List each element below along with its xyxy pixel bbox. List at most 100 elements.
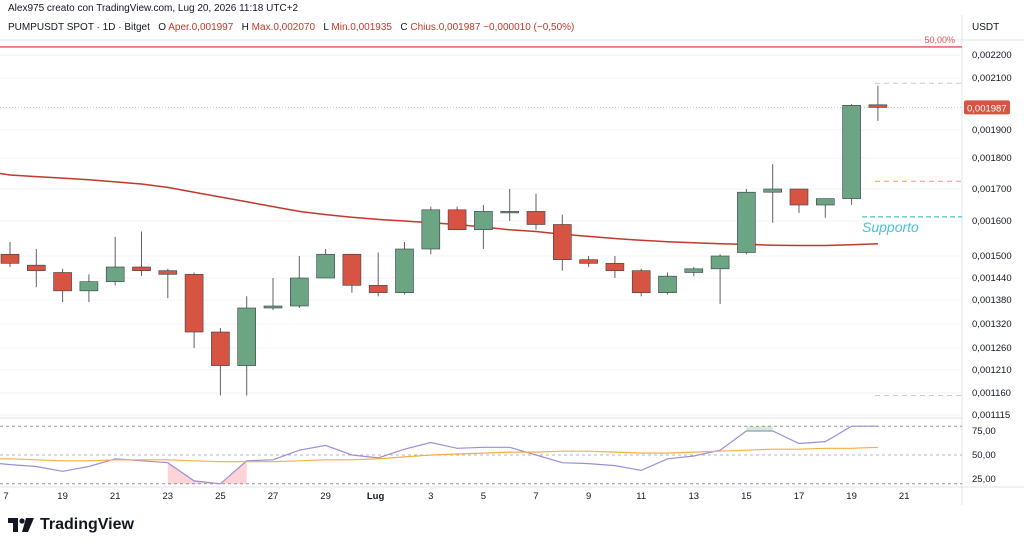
candle-body <box>289 277 309 307</box>
high-value: Max.0,002070 <box>251 22 316 33</box>
candle <box>474 205 493 249</box>
ohlc-legend: PUMPUSDT SPOT · 1D · Bitget O Aper.0,001… <box>8 22 574 33</box>
tradingview-logo-icon <box>8 518 34 532</box>
chart-attribution: Alex975 creato con TradingView.com, Lug … <box>8 3 299 14</box>
candle <box>421 206 441 255</box>
time-tick-label: 23 <box>163 491 174 502</box>
currency-label: USDT <box>972 22 1000 33</box>
candle-body <box>132 266 151 271</box>
candle <box>710 254 730 304</box>
rsi-tick-label: 25,00 <box>972 474 996 485</box>
candle-body <box>631 270 651 293</box>
candle <box>447 206 467 231</box>
price-tick-label: 0,002200 <box>972 50 1012 61</box>
time-tick-label: 5 <box>481 491 486 502</box>
candle <box>500 189 520 221</box>
candle-body <box>263 305 283 309</box>
logo-text: TradingView <box>40 516 134 533</box>
time-tick-label: 27 <box>268 491 279 502</box>
candle <box>105 236 125 286</box>
candle-body <box>316 253 335 279</box>
rsi-tick-label: 50,00 <box>972 450 996 461</box>
candle <box>552 214 572 271</box>
candle <box>158 268 178 299</box>
candle <box>53 268 72 302</box>
candle <box>0 242 20 267</box>
time-tick-label: 17 <box>794 491 805 502</box>
current-price-tag <box>964 100 1010 115</box>
candle-body <box>421 209 441 250</box>
time-tick-label: 29 <box>320 491 331 502</box>
support-label: Supporto <box>862 219 919 235</box>
candle-body <box>842 105 861 199</box>
tradingview-logo[interactable]: TradingView <box>8 516 134 534</box>
candle-body <box>868 104 888 108</box>
time-tick-label: 11 <box>636 491 646 502</box>
candle <box>658 272 677 295</box>
close-value: Chius.0,001987 <box>410 22 481 33</box>
candle-body <box>815 198 835 206</box>
candle-body <box>211 331 230 366</box>
candle-body <box>710 255 730 270</box>
candle-body <box>342 253 362 286</box>
candle-body <box>158 270 178 275</box>
candle-body <box>474 211 493 231</box>
candle <box>184 272 204 348</box>
price-tick-label: 0,001320 <box>972 319 1012 330</box>
candle-body <box>105 266 125 282</box>
time-tick-label: 21 <box>899 491 910 502</box>
time-tick-label: 3 <box>428 491 433 502</box>
candle <box>815 198 835 218</box>
time-tick-label: 9 <box>586 491 591 502</box>
candle-body <box>53 272 72 292</box>
candle <box>263 278 283 310</box>
price-tick-label: 0,001900 <box>972 125 1012 136</box>
time-tick-label: 13 <box>689 491 700 502</box>
candle-body <box>184 274 204 333</box>
close-label: C <box>400 22 408 33</box>
candle <box>79 274 99 302</box>
open-value: Aper.0,001997 <box>168 22 234 33</box>
candle <box>289 256 309 308</box>
candle <box>579 256 598 267</box>
fib-level-label: 50,00% <box>924 35 955 45</box>
current-price-label: 0,001987 <box>967 103 1007 114</box>
candle <box>132 231 151 277</box>
candle-body <box>526 211 546 225</box>
candle <box>868 85 888 121</box>
candle <box>763 164 783 223</box>
candle-body <box>500 211 520 214</box>
candle <box>737 189 756 255</box>
candle <box>342 253 362 293</box>
open-label: O <box>158 22 167 33</box>
time-tick-label: 19 <box>846 491 857 502</box>
candle-body <box>395 248 414 293</box>
candle-body <box>0 253 20 264</box>
candle <box>605 256 625 278</box>
candle-body <box>658 275 677 293</box>
price-tick-label: 0,001800 <box>972 153 1012 164</box>
candle <box>26 249 46 288</box>
candle-body <box>552 224 572 260</box>
price-tick-label: 0,001160 <box>972 388 1011 399</box>
time-tick-label: Lug <box>367 491 385 502</box>
candle <box>316 249 335 279</box>
time-tick-label: 7 <box>3 491 8 502</box>
change-value: −0,000010 (−0,50%) <box>483 22 575 33</box>
low-label: L <box>323 22 329 33</box>
time-tick-label: 7 <box>533 491 538 502</box>
price-tick-label: 0,001600 <box>972 216 1012 227</box>
rsi-overbought-fill <box>746 426 773 431</box>
price-tick-label: 0,002100 <box>972 73 1012 84</box>
candle-body <box>737 191 756 253</box>
time-tick-label: 19 <box>57 491 68 502</box>
candle <box>789 188 809 213</box>
low-value: Min.0,001935 <box>331 22 392 33</box>
rsi-ma-line <box>0 446 878 463</box>
price-tick-label: 0,001260 <box>972 343 1012 354</box>
candle <box>684 267 704 277</box>
price-tick-label: 0,001380 <box>972 295 1012 306</box>
price-tick-label: 0,001500 <box>972 251 1012 262</box>
candle <box>526 193 546 230</box>
